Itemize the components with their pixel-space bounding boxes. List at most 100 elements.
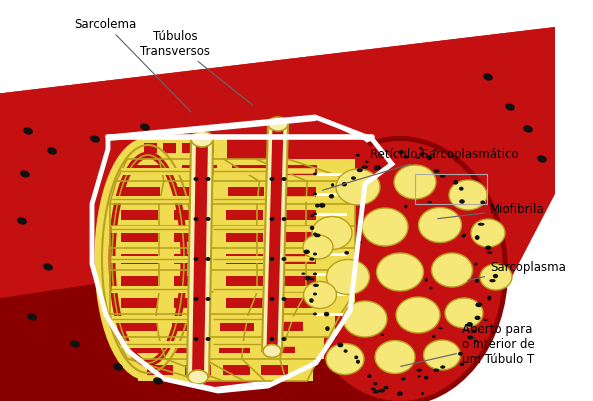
- Ellipse shape: [459, 187, 464, 191]
- Ellipse shape: [404, 205, 407, 209]
- Ellipse shape: [282, 178, 286, 182]
- Ellipse shape: [523, 126, 533, 134]
- Ellipse shape: [43, 264, 53, 271]
- Polygon shape: [174, 232, 211, 242]
- Ellipse shape: [206, 257, 211, 261]
- Polygon shape: [279, 232, 315, 242]
- Ellipse shape: [365, 161, 369, 164]
- Ellipse shape: [471, 219, 505, 247]
- Ellipse shape: [476, 302, 482, 308]
- Polygon shape: [279, 254, 315, 264]
- Ellipse shape: [472, 330, 476, 333]
- Ellipse shape: [313, 284, 319, 287]
- Ellipse shape: [398, 150, 404, 155]
- Polygon shape: [121, 299, 158, 309]
- Polygon shape: [138, 138, 227, 160]
- Polygon shape: [269, 321, 303, 331]
- Ellipse shape: [331, 184, 334, 187]
- Ellipse shape: [282, 257, 286, 261]
- Ellipse shape: [440, 365, 445, 369]
- Ellipse shape: [345, 251, 349, 255]
- Ellipse shape: [313, 313, 317, 316]
- Ellipse shape: [310, 215, 314, 217]
- Ellipse shape: [478, 223, 484, 226]
- Polygon shape: [232, 166, 267, 176]
- Ellipse shape: [310, 277, 314, 281]
- Polygon shape: [187, 140, 213, 377]
- Ellipse shape: [397, 391, 403, 396]
- Ellipse shape: [140, 124, 150, 132]
- Polygon shape: [175, 343, 206, 353]
- Ellipse shape: [193, 178, 199, 182]
- Ellipse shape: [343, 301, 387, 337]
- Ellipse shape: [282, 337, 286, 341]
- Ellipse shape: [343, 349, 347, 353]
- Polygon shape: [121, 160, 355, 182]
- Ellipse shape: [301, 273, 305, 275]
- Ellipse shape: [70, 340, 80, 348]
- Ellipse shape: [263, 344, 281, 358]
- Polygon shape: [110, 248, 355, 270]
- Ellipse shape: [339, 326, 342, 328]
- Ellipse shape: [427, 156, 432, 161]
- Polygon shape: [174, 277, 211, 286]
- Ellipse shape: [423, 340, 461, 370]
- Ellipse shape: [193, 217, 199, 221]
- Ellipse shape: [424, 376, 429, 380]
- Ellipse shape: [313, 273, 317, 276]
- Ellipse shape: [206, 297, 211, 301]
- Polygon shape: [227, 277, 263, 286]
- Polygon shape: [227, 210, 263, 220]
- Polygon shape: [171, 321, 206, 331]
- Ellipse shape: [416, 369, 422, 372]
- Ellipse shape: [433, 369, 439, 372]
- Polygon shape: [174, 299, 211, 309]
- Ellipse shape: [313, 173, 317, 176]
- Ellipse shape: [313, 253, 317, 256]
- Ellipse shape: [303, 235, 333, 259]
- Ellipse shape: [313, 233, 317, 236]
- Ellipse shape: [480, 264, 512, 290]
- Ellipse shape: [319, 203, 326, 208]
- Ellipse shape: [428, 201, 432, 204]
- Polygon shape: [261, 365, 288, 375]
- Ellipse shape: [401, 377, 406, 381]
- Text: Retículo Sarcoplasmático: Retículo Sarcoplasmático: [323, 148, 519, 191]
- Ellipse shape: [305, 276, 311, 281]
- Ellipse shape: [336, 170, 380, 205]
- Polygon shape: [121, 277, 158, 286]
- Ellipse shape: [304, 250, 310, 255]
- Polygon shape: [181, 166, 217, 176]
- Ellipse shape: [371, 388, 376, 390]
- Ellipse shape: [362, 209, 408, 246]
- Ellipse shape: [419, 153, 425, 157]
- Ellipse shape: [483, 74, 493, 81]
- Ellipse shape: [461, 235, 465, 238]
- Polygon shape: [113, 315, 334, 337]
- Ellipse shape: [268, 118, 288, 132]
- Ellipse shape: [445, 298, 483, 328]
- Polygon shape: [176, 188, 212, 198]
- Ellipse shape: [23, 128, 33, 135]
- Polygon shape: [0, 229, 490, 401]
- Polygon shape: [182, 144, 195, 154]
- Ellipse shape: [327, 260, 369, 295]
- Ellipse shape: [377, 253, 423, 291]
- Polygon shape: [192, 141, 208, 376]
- Polygon shape: [282, 166, 317, 176]
- Polygon shape: [223, 365, 250, 375]
- Ellipse shape: [27, 314, 37, 321]
- Ellipse shape: [432, 253, 473, 287]
- Ellipse shape: [474, 316, 480, 320]
- Ellipse shape: [487, 296, 492, 301]
- Ellipse shape: [475, 235, 480, 240]
- Ellipse shape: [324, 312, 329, 317]
- Polygon shape: [110, 270, 355, 293]
- Ellipse shape: [329, 194, 334, 199]
- Polygon shape: [219, 343, 250, 353]
- Ellipse shape: [193, 337, 199, 341]
- Ellipse shape: [374, 169, 378, 171]
- Ellipse shape: [421, 392, 424, 395]
- Ellipse shape: [312, 217, 352, 250]
- Polygon shape: [138, 359, 313, 381]
